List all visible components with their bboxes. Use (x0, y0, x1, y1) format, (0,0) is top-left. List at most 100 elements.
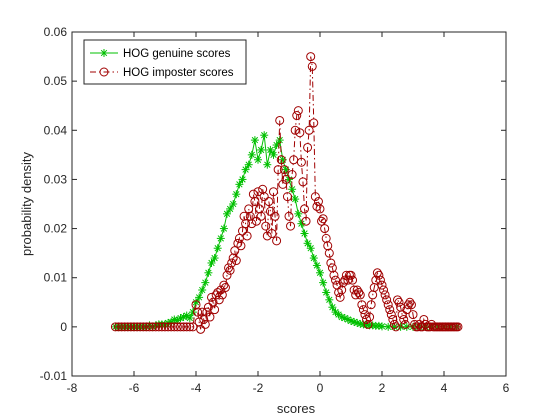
data-point-marker (355, 290, 365, 300)
data-point-marker (262, 231, 272, 241)
data-point-marker (264, 197, 274, 207)
data-point-marker (230, 246, 240, 256)
data-point-marker (270, 211, 280, 221)
data-point-marker (185, 322, 195, 332)
y-tick-label: -0.01 (40, 369, 68, 383)
data-point-marker (284, 211, 294, 221)
data-point-marker (273, 165, 283, 175)
data-point-marker (306, 244, 315, 253)
data-point-marker (301, 216, 311, 226)
legend-marker (99, 67, 109, 77)
data-point-marker (377, 280, 387, 290)
data-point-marker (282, 192, 292, 202)
legend-marker (100, 49, 108, 57)
data-point-marker (318, 214, 328, 224)
data-point-marker (319, 278, 328, 287)
data-point-marker (182, 322, 192, 332)
data-point-marker (300, 204, 309, 214)
data-point-marker (185, 314, 194, 323)
data-point-marker (176, 322, 185, 332)
data-point-marker (346, 270, 356, 280)
data-point-marker (281, 174, 291, 184)
data-point-marker (251, 216, 261, 226)
data-point-marker (322, 288, 331, 297)
data-point-marker (324, 248, 334, 258)
axis-tick-labels: -8 -6 -4 -2 0 2 4 6 -0.01 0 0.01 0.02 0.03 0.04 0.05 0.… (40, 25, 510, 395)
data-point-marker (315, 204, 325, 214)
data-point-marker (296, 157, 306, 167)
data-point-marker (214, 295, 224, 305)
data-point-marker (226, 204, 235, 213)
data-point-marker (132, 322, 142, 332)
data-point-marker (358, 305, 368, 315)
data-point-marker (378, 322, 386, 331)
data-point-marker (419, 314, 429, 324)
data-point-marker (389, 319, 399, 329)
data-point-marker (300, 229, 309, 238)
data-point-marker (400, 319, 410, 329)
axes-box (71, 31, 507, 377)
data-point-marker (203, 302, 213, 312)
data-point-marker (386, 310, 396, 320)
data-point-marker (272, 236, 282, 246)
data-point-marker (123, 322, 133, 332)
data-point-marker (306, 52, 316, 62)
data-point-marker (166, 322, 176, 332)
data-point-marker (362, 314, 371, 324)
data-point-marker (303, 142, 313, 152)
data-point-marker (179, 322, 189, 332)
data-point-marker (405, 297, 415, 307)
data-point-marker (110, 322, 120, 332)
data-point-marker (291, 195, 300, 204)
series-line (115, 56, 458, 330)
data-point-marker (317, 216, 327, 226)
data-point-marker (126, 322, 136, 332)
data-point-marker (403, 300, 413, 310)
data-point-marker (256, 211, 266, 221)
data-point-marker (207, 258, 216, 267)
data-point-marker (232, 190, 241, 199)
x-tick-label: 4 (441, 381, 448, 395)
x-tick-label: 6 (503, 381, 510, 395)
data-point-marker (263, 160, 272, 169)
data-point-marker (253, 187, 263, 197)
y-tick-label: 0.04 (44, 123, 68, 137)
data-point-marker (320, 224, 330, 234)
data-point-marker (236, 241, 246, 251)
data-point-marker (266, 145, 275, 154)
axis-ticks (71, 31, 507, 377)
data-point-marker (242, 231, 252, 241)
data-point-marker (163, 322, 173, 332)
y-tick-label: 0 (60, 320, 67, 334)
data-point-marker (260, 131, 269, 140)
data-point-marker (204, 268, 213, 277)
data-point-marker (114, 322, 123, 332)
data-point-marker (160, 322, 170, 332)
data-point-marker (402, 305, 412, 315)
data-point-marker (238, 175, 247, 184)
data-point-marker (154, 322, 164, 332)
data-point-marker (217, 290, 227, 300)
plot-area: -8 -6 -4 -2 0 2 4 6 -0.01 0 0.01 0.02 0.03 0.04 0.05 0.… (40, 25, 510, 395)
data-point-marker (247, 219, 257, 229)
data-point-marker (366, 300, 376, 310)
data-point-marker (193, 307, 203, 317)
data-point-marker (275, 136, 284, 145)
data-point-marker (216, 234, 225, 243)
data-point-marker (290, 125, 300, 135)
data-point-marker (250, 136, 259, 145)
data-point-marker (310, 192, 320, 202)
data-point-marker (138, 322, 148, 332)
data-point-marker (120, 322, 130, 332)
data-point-marker (269, 150, 278, 159)
data-point-marker (286, 221, 296, 231)
data-point-marker (297, 219, 306, 228)
data-point-marker (365, 312, 375, 322)
data-point-marker (385, 305, 395, 315)
data-point-marker (307, 61, 317, 71)
legend-entry: HOG imposter scores (90, 67, 234, 79)
data-point-marker (238, 226, 247, 236)
data-point-marker (224, 263, 234, 273)
series-imposter (110, 52, 463, 334)
data-point-marker (338, 278, 348, 288)
